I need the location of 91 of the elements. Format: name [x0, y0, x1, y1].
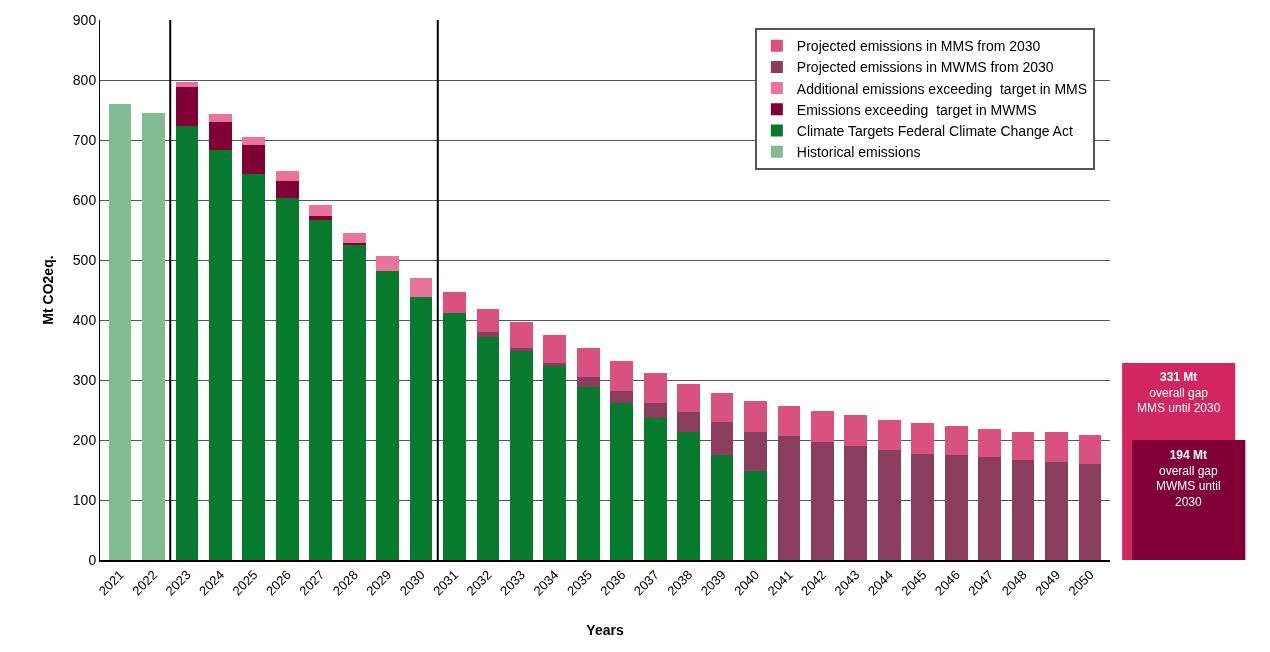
- y-tick-label: 300: [72, 371, 97, 388]
- bar: [576, 387, 600, 560]
- bar: [643, 373, 667, 404]
- bar: [710, 422, 734, 455]
- bar: [309, 216, 333, 220]
- y-tick-label: 0: [88, 551, 97, 568]
- text: 331 Mt overall gap MMS until 2030: [1137, 370, 1221, 416]
- bar: [510, 321, 533, 349]
- bar: [275, 198, 299, 560]
- bar: [476, 308, 500, 332]
- y-tick-label: 700: [72, 131, 97, 148]
- bar: [476, 332, 500, 337]
- bar: [911, 453, 935, 560]
- bar: [576, 377, 600, 388]
- y-tick-label: 900: [72, 11, 97, 28]
- bar: [275, 180, 299, 199]
- bar: [142, 113, 165, 560]
- bar: [710, 455, 734, 560]
- bar: [543, 365, 567, 560]
- bar: [1045, 461, 1068, 560]
- bar: [409, 296, 433, 560]
- bar: [209, 122, 232, 151]
- bar: [811, 441, 834, 560]
- y-tick-label: 600: [72, 191, 97, 208]
- bar: [242, 144, 266, 174]
- bar: [309, 205, 333, 217]
- bar: [576, 348, 600, 377]
- y-tick-label: 500: [72, 251, 97, 268]
- bar: [342, 245, 366, 560]
- bar: [242, 137, 266, 145]
- legend-label: Projected emissions in MMS from 2030: [796, 38, 1041, 55]
- bar: [476, 336, 500, 560]
- bar: [844, 415, 868, 446]
- bar: [376, 270, 399, 560]
- bar: [777, 436, 801, 560]
- bar: [643, 417, 667, 560]
- bar: [978, 457, 1001, 560]
- bar: [309, 219, 333, 560]
- bar: [844, 446, 868, 560]
- bar: [275, 171, 299, 181]
- bar: [610, 391, 634, 404]
- y-tick-label: 200: [72, 431, 97, 448]
- bar: [175, 126, 199, 560]
- bar: [610, 360, 634, 392]
- y-tick-label: 400: [72, 311, 97, 328]
- bar: [443, 312, 466, 560]
- legend-label: Projected emissions in MWMS from 2030: [796, 59, 1054, 76]
- bar: [543, 363, 567, 366]
- bar: [944, 455, 968, 560]
- bar: [175, 87, 199, 127]
- bar: [342, 233, 366, 244]
- bar: [1078, 435, 1102, 464]
- bar: [677, 412, 700, 433]
- y-tick-label: 100: [72, 491, 97, 508]
- y-tick-label: 800: [72, 71, 97, 88]
- bar: [610, 403, 634, 560]
- bar: [677, 383, 700, 413]
- bar: [710, 393, 734, 422]
- bar: [744, 431, 767, 471]
- legend-label: Additional emissions exceeding target in MMS: [796, 80, 1088, 97]
- bar: [510, 351, 533, 560]
- bar: [409, 278, 433, 297]
- bar: [443, 292, 466, 313]
- bar: [811, 411, 834, 442]
- legend-label: Emissions exceeding target in MWMS: [796, 101, 1037, 118]
- legend-label: Climate Targets Federal Climate Change Act: [796, 122, 1073, 139]
- bar: [242, 173, 266, 560]
- bar: [744, 401, 767, 432]
- bar: [944, 426, 968, 455]
- bar: [376, 255, 399, 271]
- bar: [1011, 431, 1035, 461]
- bar: [877, 449, 901, 560]
- bar: [1045, 432, 1068, 462]
- bar: [643, 403, 667, 418]
- bar: [777, 405, 801, 437]
- bar: [677, 432, 700, 560]
- bar: [1011, 460, 1035, 560]
- bar: [911, 423, 935, 454]
- bar: [510, 348, 533, 352]
- x-axis-title: Years: [586, 622, 624, 639]
- legend-label: Historical emissions: [796, 144, 921, 161]
- text: 194 Mt overall gap MWMS until 2030: [1156, 448, 1221, 509]
- y-axis-title: Mt CO2eq.: [40, 255, 57, 325]
- bar: [209, 113, 232, 122]
- bar: [209, 150, 232, 560]
- bar: [744, 470, 767, 560]
- bar: [1078, 464, 1102, 560]
- bar: [543, 335, 567, 364]
- bar: [877, 419, 901, 450]
- bar: [108, 104, 132, 560]
- bar: [978, 428, 1001, 458]
